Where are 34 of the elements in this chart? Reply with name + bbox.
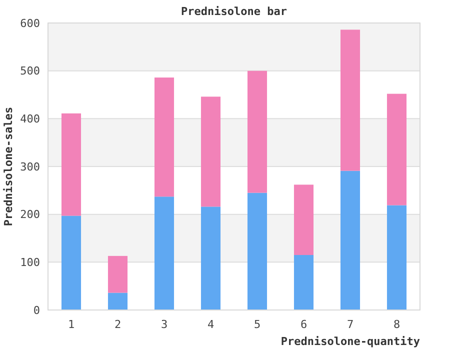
bar: [294, 184, 314, 255]
x-tick-label: 2: [114, 318, 122, 331]
bar: [108, 292, 128, 310]
bar: [61, 216, 82, 310]
x-tick-label: 6: [300, 318, 308, 331]
bar: [386, 205, 407, 310]
bar: [340, 30, 360, 171]
x-tick-label: 8: [393, 318, 400, 331]
x-tick-label: 3: [160, 318, 168, 331]
bar: [386, 94, 407, 206]
y-tick-label: 200: [20, 208, 40, 222]
bar: [340, 170, 360, 310]
x-tick-label: 5: [254, 318, 261, 331]
y-tick-label: 500: [20, 64, 40, 78]
bar: [200, 96, 221, 207]
bar: [294, 254, 314, 310]
y-tick-label: 300: [20, 160, 40, 174]
bar: [108, 256, 128, 293]
bar: [154, 78, 174, 197]
y-tick-label: 0: [33, 304, 40, 317]
bar: [247, 192, 268, 310]
x-tick-label: 1: [68, 318, 75, 331]
y-axis-title: Prednisolone-sales: [2, 106, 15, 226]
y-tick-label: 600: [20, 16, 40, 30]
chart-title: Prednisolone bar: [181, 5, 288, 18]
bar: [61, 113, 82, 216]
y-tick-label: 400: [20, 112, 40, 126]
bar: [200, 206, 221, 310]
x-tick-label: 4: [207, 318, 214, 331]
bar: [154, 196, 174, 310]
x-tick-label: 7: [346, 318, 354, 331]
x-axis-title: Prednisolone-quantity: [280, 335, 420, 348]
y-tick-label: 100: [20, 256, 40, 270]
bar: [247, 70, 268, 193]
